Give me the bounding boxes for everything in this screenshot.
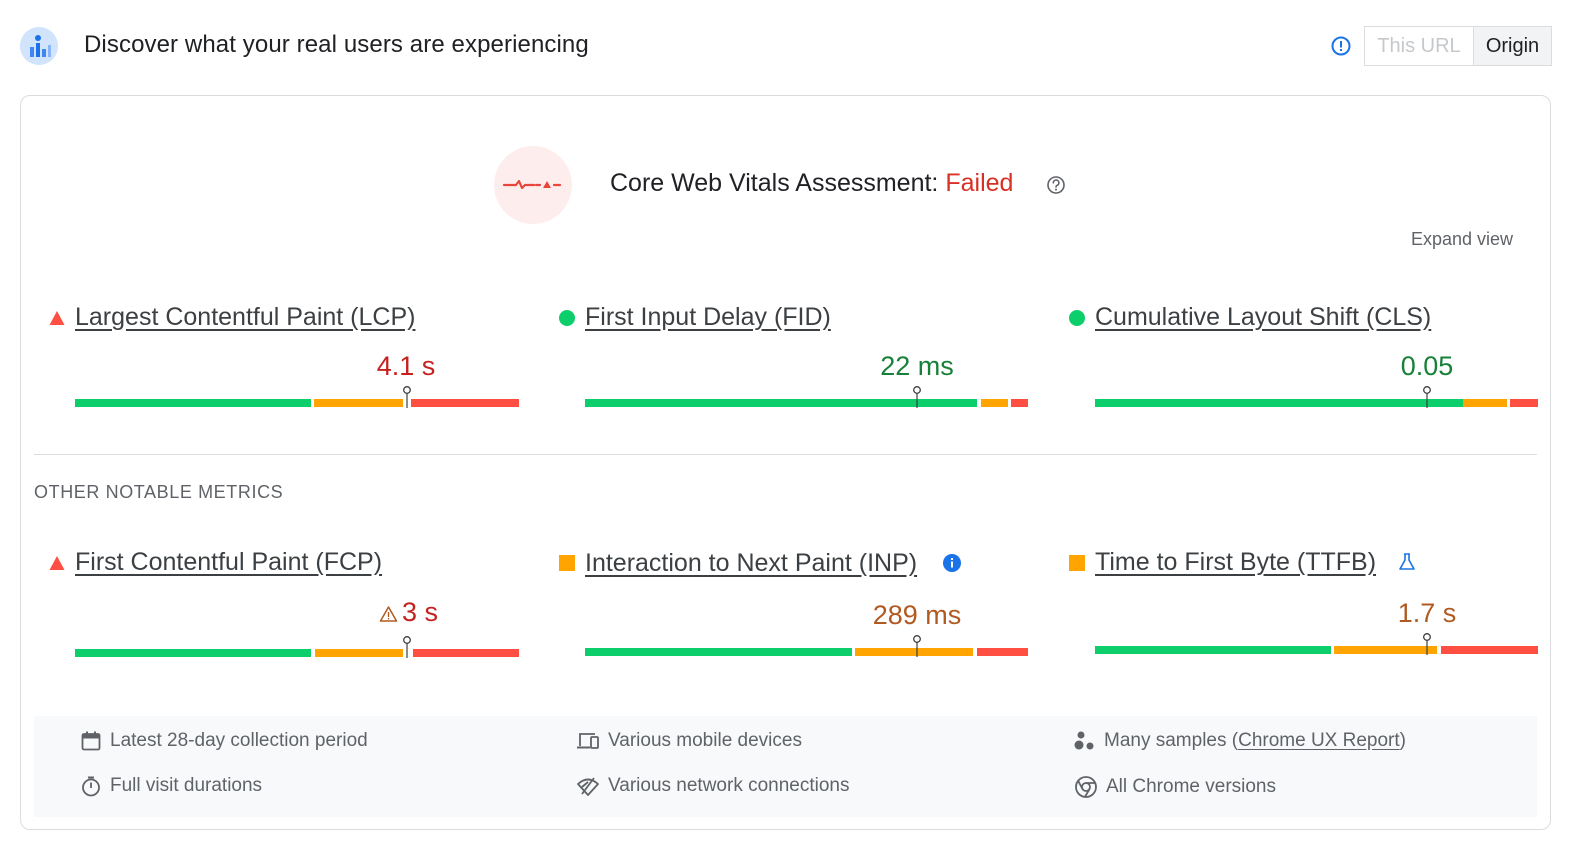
section-label: OTHER NOTABLE METRICS bbox=[34, 482, 284, 502]
good-segment bbox=[1095, 399, 1487, 407]
metric-value-fcp: 3 s bbox=[402, 597, 439, 627]
section-divider bbox=[34, 454, 1537, 455]
metric-value-ttfb: 1.7 s bbox=[1397, 598, 1457, 628]
metric-title-cls[interactable]: Cumulative Layout Shift (CLS) bbox=[1095, 303, 1432, 331]
info-circle-icon[interactable] bbox=[1330, 35, 1352, 57]
devices-icon bbox=[577, 733, 599, 749]
crux-logo-icon bbox=[20, 27, 58, 65]
green-circle-icon bbox=[559, 310, 575, 326]
origin-toggle-button[interactable]: Origin bbox=[1474, 27, 1551, 65]
metric-value-inp: 289 ms bbox=[872, 600, 962, 630]
metric-value-cls: 0.05 bbox=[1400, 351, 1454, 381]
poor-segment bbox=[413, 649, 519, 657]
p75-marker-icon bbox=[1422, 633, 1432, 660]
poor-segment bbox=[411, 399, 519, 407]
distribution-bar-lcp bbox=[75, 386, 519, 408]
metric-value-fid: 22 ms bbox=[880, 351, 954, 381]
good-segment bbox=[75, 399, 311, 407]
needs-improvement-segment bbox=[855, 648, 973, 656]
expand-view-button[interactable]: Expand view bbox=[1411, 229, 1514, 249]
data-details-panel bbox=[34, 716, 1537, 817]
chrome-versions-text: All Chrome versions bbox=[1106, 776, 1276, 797]
assessment-label: Core Web Vitals Assessment: bbox=[610, 169, 939, 197]
samples-dots-icon bbox=[1074, 731, 1094, 750]
samples-prefix: Many samples ( bbox=[1104, 730, 1239, 751]
metric-title-fcp[interactable]: First Contentful Paint (FCP) bbox=[75, 548, 383, 576]
poor-segment bbox=[977, 648, 1028, 656]
metric-title-fid[interactable]: First Input Delay (FID) bbox=[585, 303, 831, 331]
distribution-bar-cls bbox=[1095, 386, 1538, 408]
help-circle-icon[interactable] bbox=[1045, 174, 1067, 196]
good-segment bbox=[585, 648, 852, 656]
distribution-bar-ttfb bbox=[1095, 633, 1538, 655]
samples-suffix: ) bbox=[1399, 730, 1406, 751]
needs-improvement-segment bbox=[314, 399, 403, 407]
p75-marker-icon bbox=[402, 636, 412, 663]
metric-title-ttfb[interactable]: Time to First Byte (TTFB) bbox=[1095, 548, 1377, 576]
needs-improvement-segment bbox=[315, 649, 403, 657]
chrome-versions-item: All Chrome versions bbox=[1074, 775, 1276, 799]
p75-marker-icon bbox=[1422, 386, 1432, 413]
p75-marker-icon bbox=[912, 635, 922, 662]
red-triangle-icon bbox=[49, 555, 65, 571]
devices-item: Various mobile devices bbox=[576, 730, 802, 752]
poor-segment bbox=[1510, 399, 1538, 407]
connections-item: Various network connections bbox=[576, 775, 850, 797]
chrome-icon bbox=[1075, 776, 1097, 798]
p75-marker-icon bbox=[402, 386, 412, 413]
good-segment bbox=[1095, 646, 1331, 654]
field-data-card bbox=[20, 95, 1551, 830]
warning-triangle-icon bbox=[379, 605, 398, 623]
network-icon bbox=[577, 777, 599, 796]
poor-segment bbox=[1011, 399, 1028, 407]
connections-text: Various network connections bbox=[608, 775, 850, 796]
distribution-bar-inp bbox=[585, 635, 1028, 657]
experimental-flask-icon bbox=[1397, 552, 1417, 572]
visit-durations-item: Full visit durations bbox=[80, 775, 262, 797]
url-origin-toggle[interactable]: This URL Origin bbox=[1364, 26, 1552, 66]
visit-durations-text: Full visit durations bbox=[110, 775, 263, 796]
needs-improvement-segment bbox=[981, 399, 1008, 407]
info-filled-icon[interactable] bbox=[942, 553, 962, 573]
assessment-status: Failed bbox=[945, 169, 1014, 197]
chrome-ux-report-link[interactable]: Chrome UX Report bbox=[1238, 730, 1400, 751]
failed-vitals-icon bbox=[494, 146, 572, 224]
good-segment bbox=[75, 649, 311, 657]
p75-marker-icon bbox=[912, 386, 922, 413]
distribution-bar-fcp bbox=[75, 636, 519, 658]
poor-segment bbox=[1441, 646, 1538, 654]
samples-item: Many samples (Chrome UX Report) bbox=[1074, 730, 1406, 752]
calendar-icon bbox=[81, 731, 101, 751]
green-circle-icon bbox=[1069, 310, 1085, 326]
assessment-heading: Core Web Vitals Assessment: Failed bbox=[610, 169, 1013, 198]
collection-period-text: Latest 28-day collection period bbox=[110, 730, 368, 751]
needs-improvement-segment bbox=[1334, 646, 1437, 654]
orange-square-icon bbox=[1069, 555, 1085, 571]
timer-icon bbox=[82, 776, 100, 797]
orange-square-icon bbox=[559, 555, 575, 571]
page-title: Discover what your real users are experi… bbox=[84, 31, 589, 58]
good-segment bbox=[585, 399, 977, 407]
devices-text: Various mobile devices bbox=[608, 730, 802, 751]
metric-title-lcp[interactable]: Largest Contentful Paint (LCP) bbox=[75, 303, 416, 331]
distribution-bar-fid bbox=[585, 386, 1028, 408]
red-triangle-icon bbox=[49, 310, 65, 326]
this-url-toggle-button[interactable]: This URL bbox=[1365, 27, 1474, 65]
metric-title-inp[interactable]: Interaction to Next Paint (INP) bbox=[585, 549, 918, 577]
metric-value-lcp: 4.1 s bbox=[376, 351, 436, 381]
collection-period-item: Latest 28-day collection period bbox=[80, 730, 368, 752]
needs-improvement-segment bbox=[1463, 399, 1507, 407]
